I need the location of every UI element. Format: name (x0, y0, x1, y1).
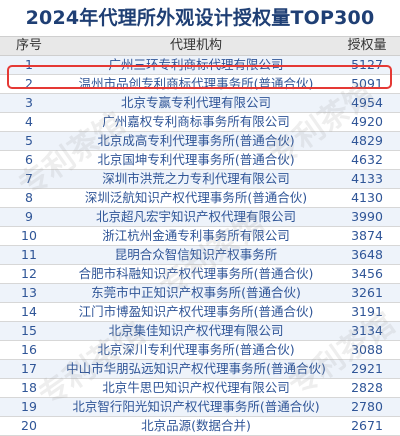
row-rank: 8 (25, 190, 33, 205)
row-count: 3874 (351, 228, 383, 243)
row-count: 2671 (351, 418, 383, 433)
row-agency: 北京智行阳光知识产权代理事务所(普通合伙) (72, 399, 320, 414)
row-agency: 深圳市洪荒之力专利代理有限公司 (102, 171, 290, 186)
row-rank: 2 (25, 76, 33, 91)
row-rank: 15 (21, 323, 37, 338)
row-rank: 19 (21, 399, 37, 414)
row-rank: 10 (21, 228, 37, 243)
table-header: 序号 代理机构 授权量 (0, 36, 400, 56)
row-count: 3261 (351, 285, 383, 300)
row-rank: 20 (21, 418, 37, 433)
row-count: 3088 (351, 342, 383, 357)
row-agency: 昆明合众智信知识产权事务所 (114, 247, 278, 262)
row-count: 4632 (351, 152, 383, 167)
table-row: 8 深圳泛航知识产权代理事务所(普通合伙) 4130 (0, 189, 400, 208)
row-rank: 18 (21, 380, 37, 395)
row-rank: 14 (21, 304, 37, 319)
row-count: 3191 (351, 304, 383, 319)
row-count: 3134 (351, 323, 383, 338)
row-agency: 北京专赢专利代理有限公司 (120, 95, 271, 110)
row-rank: 9 (25, 209, 33, 224)
table-row: 1 广州三环专利商标代理有限公司 5127 (0, 56, 400, 75)
row-rank: 11 (21, 247, 37, 262)
page-title: 2024年代理所外观设计授权量TOP300 (25, 7, 375, 29)
row-agency: 深圳泛航知识产权代理事务所(普通合伙) (84, 190, 308, 205)
row-agency: 广州嘉权专利商标事务所有限公司 (102, 114, 290, 129)
table-row: 12 合肥市科融知识产权代理事务所(普通合伙) 3456 (0, 265, 400, 284)
row-count: 5127 (351, 57, 383, 72)
row-count: 4829 (351, 133, 383, 148)
row-count: 2828 (351, 380, 383, 395)
row-count: 2780 (351, 399, 383, 414)
row-count: 4130 (351, 190, 383, 205)
ranking-table: 序号 代理机构 授权量 1 广州三环专利商标代理有限公司 5127 2 温州市品创专利商… (0, 36, 400, 436)
header-agency: 代理机构 (169, 38, 222, 53)
table-row: 15 北京集佳知识产权代理有限公司 3134 (0, 322, 400, 341)
header-count: 授权量 (347, 38, 387, 53)
row-rank: 13 (21, 285, 37, 300)
table-row: 6 北京国坤专利代理事务所(普通合伙) 4632 (0, 151, 400, 170)
row-count: 4920 (351, 114, 383, 129)
row-agency: 北京牛思巴知识产权代理有限公司 (102, 380, 290, 395)
table-row: 13 东莞市中正知识产权事务所(普通合伙) 3261 (0, 284, 400, 303)
row-agency: 北京深川专利代理事务所(普通合伙) (97, 342, 295, 357)
table-row: 2 温州市品创专利商标代理事务所(普通合伙) 5091 (0, 75, 400, 94)
row-rank: 4 (25, 114, 33, 129)
header-rank: 序号 (15, 38, 42, 53)
table-row: 10 浙江杭州金通专利事务所有限公司 3874 (0, 227, 400, 246)
table-row: 17 中山市华朋弘远知识产权代理事务所(普通合伙) 2921 (0, 360, 400, 379)
table-row: 11 昆明合众智信知识产权事务所 3648 (0, 246, 400, 265)
row-agency: 北京国坤专利代理事务所(普通合伙) (97, 152, 295, 167)
row-rank: 1 (25, 57, 33, 72)
table-row: 18 北京牛思巴知识产权代理有限公司 2828 (0, 379, 400, 398)
table-row: 20 北京品源(数据合并) 2671 (0, 417, 400, 436)
row-agency: 江门市博盈知识产权代理事务所(普通合伙) (78, 304, 314, 319)
row-rank: 6 (25, 152, 33, 167)
table-row: 7 深圳市洪荒之力专利代理有限公司 4133 (0, 170, 400, 189)
table-row: 3 北京专赢专利代理有限公司 4954 (0, 94, 400, 113)
row-agency: 广州三环专利商标代理有限公司 (108, 57, 284, 72)
row-count: 5091 (351, 76, 383, 91)
row-agency: 合肥市科融知识产权代理事务所(普通合伙) (78, 266, 314, 281)
table-row: 14 江门市博盈知识产权代理事务所(普通合伙) 3191 (0, 303, 400, 322)
row-rank: 5 (25, 133, 33, 148)
row-agency: 北京集佳知识产权代理有限公司 (108, 323, 284, 338)
row-rank: 3 (25, 95, 33, 110)
row-rank: 16 (21, 342, 37, 357)
row-count: 3648 (351, 247, 383, 262)
row-count: 4954 (351, 95, 383, 110)
table-row: 5 北京成高专利代理事务所(普通合伙) 4829 (0, 132, 400, 151)
table-row: 4 广州嘉权专利商标事务所有限公司 4920 (0, 113, 400, 132)
table-body: 1 广州三环专利商标代理有限公司 5127 2 温州市品创专利商标代理事务所(普通合伙)… (0, 56, 400, 436)
row-count: 3990 (351, 209, 383, 224)
table-row: 16 北京深川专利代理事务所(普通合伙) 3088 (0, 341, 400, 360)
row-rank: 7 (25, 171, 33, 186)
row-agency: 东莞市中正知识产权事务所(普通合伙) (91, 285, 301, 300)
row-agency: 浙江杭州金通专利事务所有限公司 (102, 228, 290, 243)
row-count: 3456 (351, 266, 383, 281)
row-agency: 北京成高专利代理事务所(普通合伙) (97, 133, 295, 148)
row-count: 2921 (351, 361, 383, 376)
row-rank: 12 (21, 266, 37, 281)
row-agency: 北京超凡宏宇知识产权代理有限公司 (95, 209, 296, 224)
row-agency: 中山市华朋弘远知识产权代理事务所(普通合伙) (66, 361, 326, 376)
row-rank: 17 (21, 361, 37, 376)
row-agency: 北京品源(数据合并) (141, 418, 251, 433)
row-agency: 温州市品创专利商标代理事务所(普通合伙) (78, 76, 314, 91)
table-row: 19 北京智行阳光知识产权代理事务所(普通合伙) 2780 (0, 398, 400, 417)
row-count: 4133 (351, 171, 383, 186)
table-row: 9 北京超凡宏宇知识产权代理有限公司 3990 (0, 208, 400, 227)
